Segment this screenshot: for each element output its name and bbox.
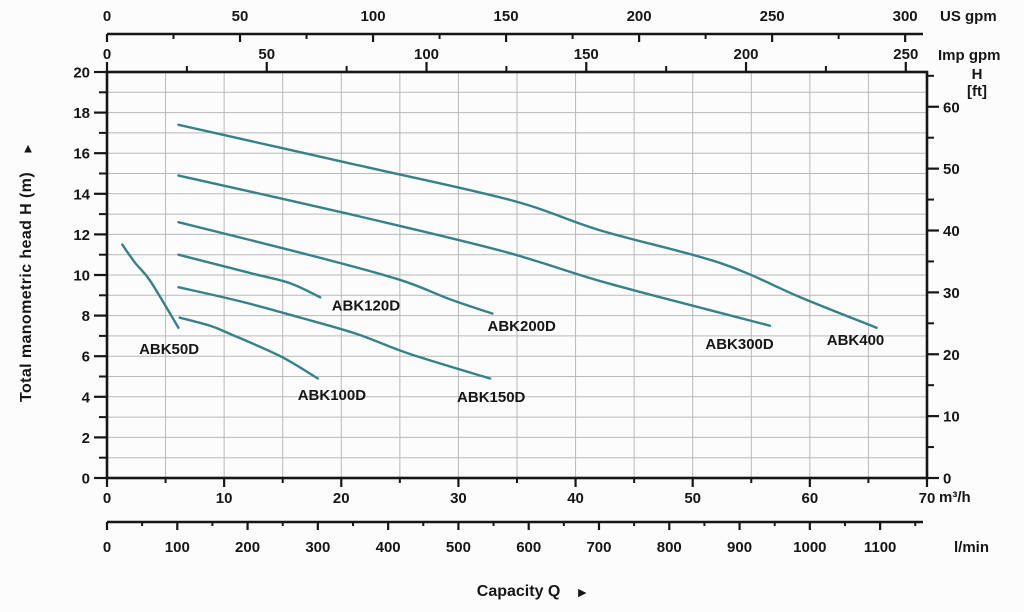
tick-label: 50 — [258, 46, 275, 63]
tick-label: 500 — [446, 539, 471, 556]
right-arrow-icon: ► — [575, 584, 590, 600]
tick-label: 16 — [73, 146, 90, 163]
lmin-unit-label: l/min — [954, 539, 990, 556]
tick-label: 100 — [165, 539, 190, 556]
tick-label: 200 — [235, 539, 260, 556]
series-label-ABK300D: ABK300D — [705, 336, 774, 353]
y-axis-title: Total manometric head H (m) — [18, 171, 35, 403]
curve-ABK100D — [178, 316, 320, 380]
tick-label: 2 — [82, 430, 90, 447]
up-arrow-icon: ▲ — [21, 140, 35, 156]
tick-label: 4 — [82, 389, 91, 406]
us-gpm-axis: 0 50 100 150 200 250 300 — [103, 8, 923, 42]
tick-label: 400 — [376, 539, 401, 556]
tick-label: 8 — [82, 308, 90, 325]
right-axis-title-h: H — [971, 66, 983, 83]
tick-label: 20 — [333, 490, 350, 507]
tick-label: 0 — [103, 539, 111, 556]
tick-label: 0 — [103, 8, 111, 25]
tick-label: 18 — [73, 105, 90, 122]
bottom-axis-m3h: 0 10 20 30 40 50 60 70 — [103, 478, 935, 507]
series-label-ABK400: ABK400 — [827, 332, 885, 349]
tick-label: 100 — [414, 46, 439, 63]
tick-label: 1000 — [793, 539, 826, 556]
tick-label: 0 — [943, 471, 951, 488]
right-axis-head-ft: 0 10 20 30 40 50 60 — [927, 74, 960, 488]
tick-label: 700 — [586, 539, 611, 556]
m3h-unit-label: m³/h — [939, 489, 971, 506]
tick-label: 50 — [232, 8, 249, 25]
tick-label: 200 — [627, 8, 652, 25]
x-axis-title: Capacity Q ► — [477, 583, 589, 601]
tick-label: 40 — [943, 223, 960, 240]
tick-label: 300 — [305, 539, 330, 556]
tick-label: 0 — [82, 471, 90, 488]
gridlines — [107, 72, 927, 478]
tick-label: 30 — [943, 285, 960, 302]
tick-label: 900 — [727, 539, 752, 556]
series-label-ABK100D: ABK100D — [298, 387, 367, 404]
curve-ABK300D — [177, 174, 772, 327]
tick-label: 1100 — [864, 539, 897, 556]
tick-label: 14 — [73, 186, 90, 203]
tick-label: 6 — [82, 349, 90, 366]
tick-label: 30 — [450, 490, 467, 507]
tick-label: 50 — [943, 161, 960, 178]
tick-label: 150 — [574, 46, 599, 63]
tick-label: 800 — [657, 539, 682, 556]
pump-curves: ABK50D ABK100D ABK120D ABK150D ABK200D ABK300… — [121, 123, 885, 406]
tick-label: 60 — [801, 490, 818, 507]
top-axis-imp-gpm: 0 50 100 150 200 250 — [103, 46, 918, 72]
series-label-ABK50D: ABK50D — [139, 341, 199, 358]
x-axis-title-text: Capacity Q — [476, 583, 561, 600]
right-axis-title-ft: [ft] — [967, 83, 987, 100]
lmin-axis: 0 100 200 300 400 500 600 700 800 900 1000 1100 — [103, 520, 923, 556]
curve-ABK200D — [177, 221, 494, 315]
tick-label: 12 — [73, 227, 90, 244]
curve-ABK400 — [177, 123, 878, 329]
tick-label: 20 — [73, 65, 90, 82]
tick-label: 600 — [516, 539, 541, 556]
tick-label: 150 — [494, 8, 519, 25]
tick-label: 40 — [567, 490, 584, 507]
series-label-ABK150D: ABK150D — [457, 389, 526, 406]
curve-ABK150D — [177, 285, 492, 380]
tick-label: 60 — [943, 99, 960, 116]
tick-label: 50 — [684, 490, 701, 507]
imp-gpm-unit-label: Imp gpm — [938, 47, 1001, 64]
tick-label: 250 — [893, 46, 918, 63]
tick-label: 10 — [216, 490, 233, 507]
curve-ABK120D — [177, 253, 322, 299]
tick-label: 200 — [734, 46, 759, 63]
tick-label: 10 — [943, 409, 960, 426]
tick-label: 10 — [73, 268, 90, 285]
tick-label: 20 — [943, 347, 960, 364]
series-label-ABK120D: ABK120D — [332, 297, 401, 314]
tick-label: 0 — [103, 490, 111, 507]
us-gpm-unit-label: US gpm — [940, 8, 997, 25]
series-label-ABK200D: ABK200D — [487, 318, 556, 335]
left-axis-head-m: 0 2 4 6 8 10 12 14 16 18 20 — [73, 65, 107, 488]
right-axis-title: H [ft] — [952, 66, 1002, 100]
curve-ABK50D — [121, 243, 180, 329]
tick-label: 100 — [361, 8, 386, 25]
tick-label: 250 — [760, 8, 785, 25]
tick-label: 300 — [893, 8, 918, 25]
tick-label: 70 — [919, 490, 936, 507]
tick-label: 0 — [103, 46, 111, 63]
